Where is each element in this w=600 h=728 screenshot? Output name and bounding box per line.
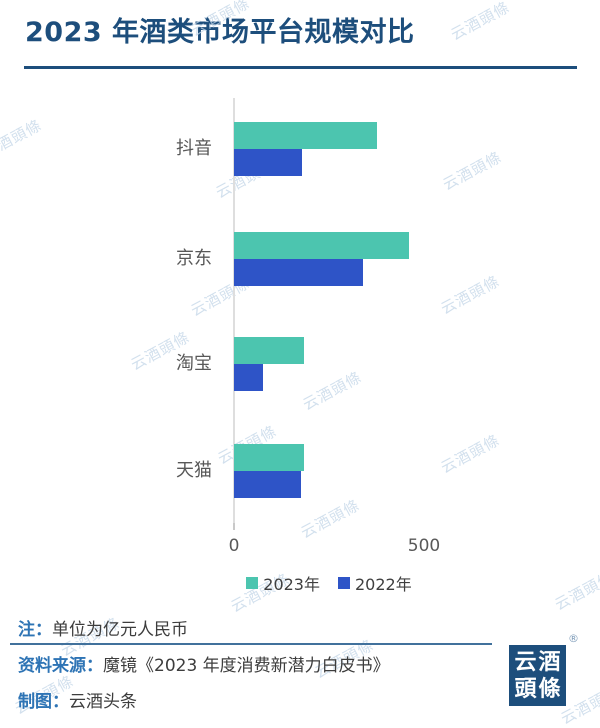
bar-group-淘宝: 淘宝 — [0, 337, 600, 391]
category-label: 淘宝 — [176, 353, 212, 374]
source-note-label: 资料来源： — [18, 656, 103, 676]
title-divider — [24, 66, 577, 69]
category-label: 抖音 — [176, 138, 212, 159]
watermark-text: 云酒頭條 — [551, 567, 600, 614]
source-note-text: 魔镜《2023 年度消费新潜力白皮书》 — [103, 656, 390, 676]
notes-divider — [10, 643, 492, 645]
logo-line1: 云酒 — [514, 649, 563, 676]
source-note: 资料来源：魔镜《2023 年度消费新潜力白皮书》 — [18, 651, 390, 676]
legend-item-2023年: 2023年 — [246, 571, 320, 595]
credit-note: 制图：云酒头条 — [18, 687, 137, 712]
unit-note-text: 单位为亿元人民币 — [52, 620, 188, 640]
unit-note-label: 注： — [18, 620, 52, 640]
logo-line2: 頭條 — [514, 675, 563, 702]
credit-note-label: 制图： — [18, 692, 69, 712]
legend-swatch-icon — [338, 577, 350, 589]
credit-note-text: 云酒头条 — [69, 692, 137, 712]
bar-group-天猫: 天猫 — [0, 444, 600, 498]
bar-2023年-抖音 — [234, 122, 377, 149]
bar-2022年-天猫 — [234, 471, 301, 498]
bar-group-京东: 京东 — [0, 232, 600, 286]
x-tick-label-0: 0 — [228, 536, 240, 556]
legend-item-2022年: 2022年 — [338, 571, 412, 595]
bar-2022年-抖音 — [234, 149, 302, 176]
category-label: 天猫 — [176, 460, 212, 481]
legend-label: 2022年 — [355, 575, 412, 594]
bar-2023年-天猫 — [234, 444, 304, 471]
legend-swatch-icon — [246, 577, 259, 589]
bar-2023年-京东 — [234, 232, 409, 259]
legend-label: 2023年 — [263, 575, 320, 594]
registered-trademark-icon: ® — [568, 632, 579, 645]
bar-2022年-京东 — [234, 259, 363, 286]
watermark-text: 云酒頭條 — [297, 495, 363, 542]
x-axis-zero-tick — [233, 523, 235, 530]
bar-2023年-淘宝 — [234, 337, 304, 364]
y-axis-line — [233, 98, 235, 523]
category-label: 京东 — [176, 248, 212, 269]
bar-2022年-淘宝 — [234, 364, 263, 391]
watermark-text: 云酒頭條 — [447, 0, 513, 44]
yunjiu-toutiao-logo: 云酒 頭條 — [509, 645, 566, 706]
unit-note: 注：单位为亿元人民币 — [18, 615, 188, 640]
page-title: 2023 年酒类市场平台规模对比 — [25, 17, 415, 48]
x-tick-label-500: 500 — [407, 536, 441, 556]
bar-group-抖音: 抖音 — [0, 122, 600, 176]
chart-legend: 2023年 2022年 — [233, 572, 425, 594]
